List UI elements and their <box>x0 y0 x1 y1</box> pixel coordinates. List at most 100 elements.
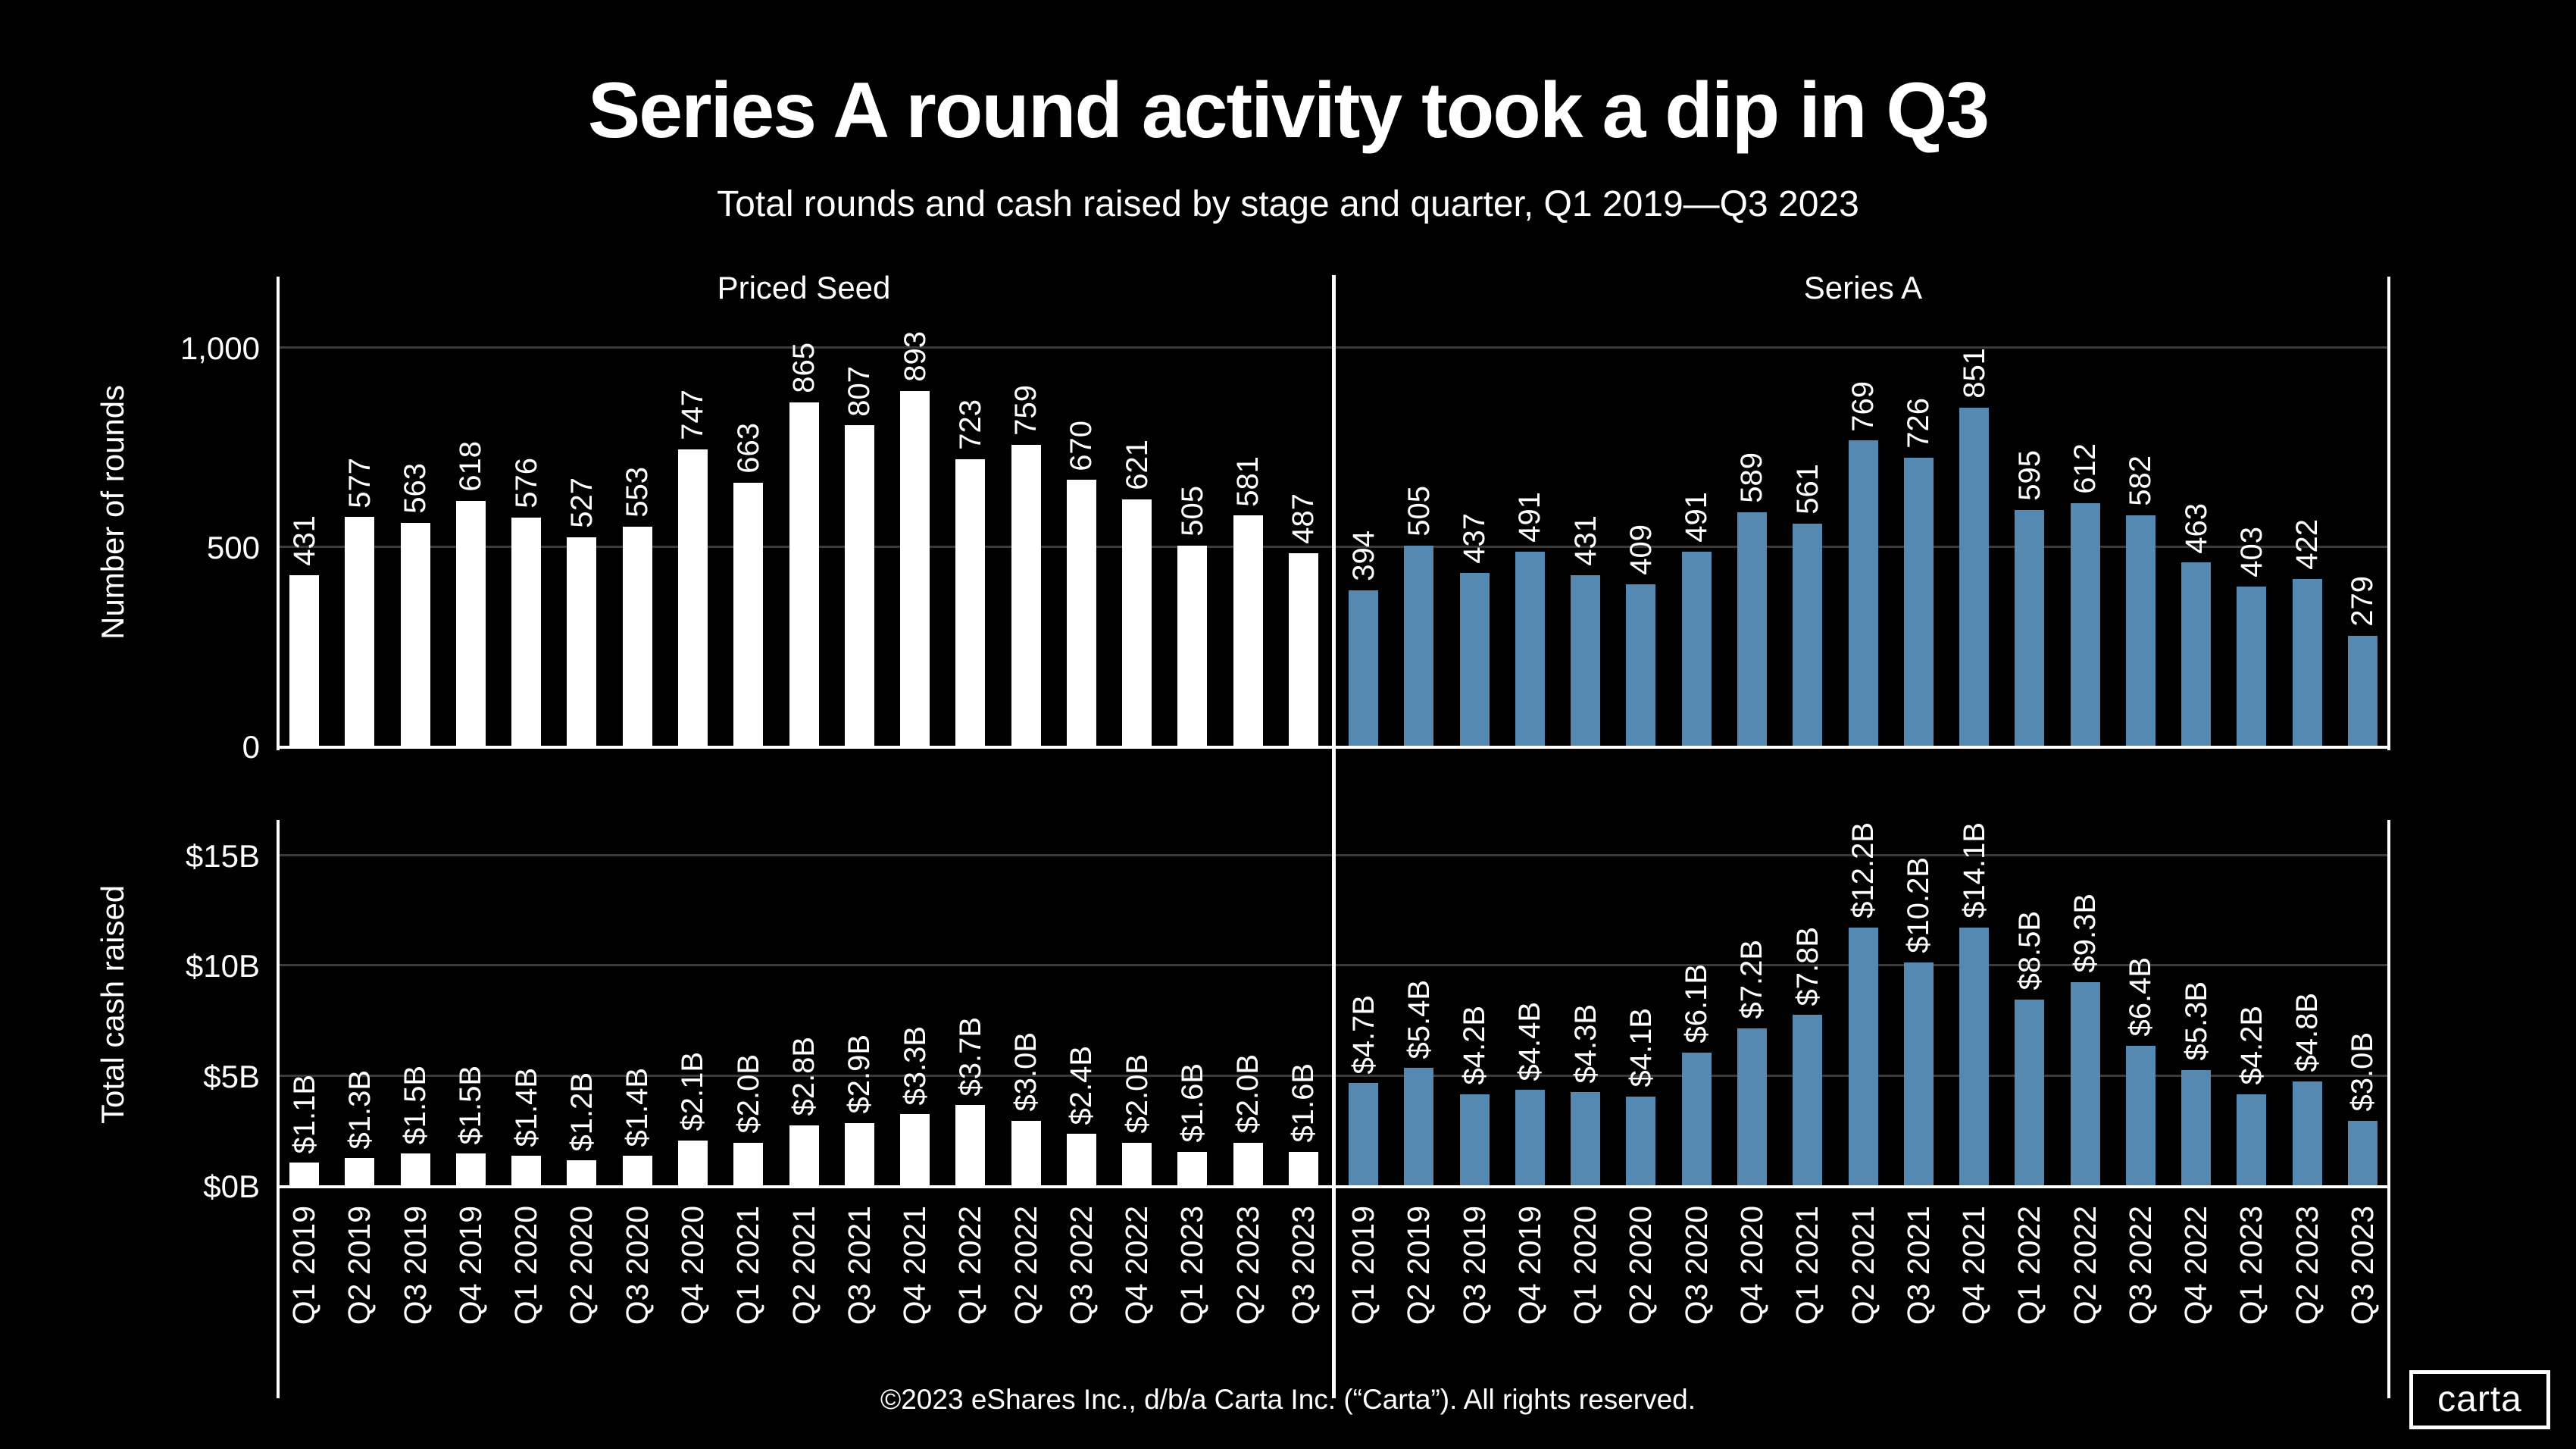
x-tick-slot: Q3 2021 <box>1891 1195 1946 1325</box>
bar-value-label: 618 <box>454 441 488 492</box>
copyright-text: ©2023 eShares Inc., d/b/a Carta Inc. (“C… <box>880 1384 1696 1415</box>
x-tick-label: Q1 2021 <box>730 1206 766 1325</box>
bar-slot: $1.6B <box>1165 822 1220 1187</box>
bar-slot: $5.3B <box>2168 822 2224 1187</box>
bar <box>511 517 542 747</box>
bar <box>345 517 375 747</box>
facet-label-priced-seed: Priced Seed <box>717 270 891 305</box>
bar-slot: 893 <box>887 277 943 747</box>
bar-slot: $4.7B <box>1336 822 1391 1187</box>
bar-slot: 491 <box>1669 277 1724 747</box>
bar-value-label: $9.3B <box>2068 893 2102 973</box>
bar-slot: 279 <box>2335 277 2390 747</box>
bar <box>2070 502 2100 747</box>
bar-value-label: $2.4B <box>1064 1045 1099 1125</box>
x-tick-label: Q2 2021 <box>1845 1206 1880 1325</box>
x-tick-slot: Q4 2020 <box>1724 1195 1780 1325</box>
bar-slot: 865 <box>776 277 831 747</box>
x-tick-label: Q3 2019 <box>1456 1206 1492 1325</box>
bar-value-label: $7.8B <box>1790 926 1824 1006</box>
bar <box>1793 1015 1823 1187</box>
x-tick-slot: Q1 2023 <box>1165 1195 1220 1325</box>
x-tick-slot: Q4 2019 <box>443 1195 499 1325</box>
x-tick-slot: Q2 2019 <box>1391 1195 1446 1325</box>
bar <box>1177 546 1208 747</box>
bar <box>789 1125 819 1187</box>
bar-value-label: 726 <box>1902 398 1936 449</box>
bar <box>622 1156 652 1187</box>
bar-value-label: 505 <box>1402 486 1436 537</box>
bar-slot: $6.4B <box>2113 822 2168 1187</box>
bar <box>1626 584 1656 747</box>
bar-slot: 612 <box>2057 277 2112 747</box>
panel-series-a-rounds: 394 505 437 491 431 409 491 589 561 769 726 851 595 6… <box>1336 277 2390 747</box>
bar <box>1959 408 1990 747</box>
bar <box>789 402 819 747</box>
bar-value-label: $4.7B <box>1346 994 1380 1075</box>
bar-value-label: $5.3B <box>2179 981 2213 1061</box>
bar <box>733 1142 764 1187</box>
y-axis-title-cash: Total cash raised <box>95 884 130 1125</box>
x-tick-label: Q1 2020 <box>508 1206 544 1325</box>
bar <box>677 1140 708 1187</box>
x-tick-slot: Q4 2021 <box>1946 1195 2002 1325</box>
x-tick-slot: Q3 2023 <box>2335 1195 2390 1325</box>
bar-value-label: $14.1B <box>1957 822 1991 919</box>
bar-slot: 595 <box>2002 277 2057 747</box>
bar-slot: 431 <box>1558 277 1613 747</box>
bar-value-label: $1.4B <box>509 1067 543 1147</box>
x-tick-label: Q3 2020 <box>619 1206 655 1325</box>
page-subtitle: Total rounds and cash raised by stage an… <box>717 184 1859 224</box>
bar-slot: $3.0B <box>2335 822 2390 1187</box>
bar-value-label: 747 <box>676 390 710 440</box>
x-tick-label: Q2 2023 <box>2289 1206 2324 1325</box>
y-axis-title-rounds: Number of rounds <box>95 384 130 640</box>
bar <box>455 500 486 747</box>
bar-slot: $2.0B <box>1221 822 1276 1187</box>
bar-value-label: $4.8B <box>2290 992 2324 1072</box>
x-tick-slot: Q1 2021 <box>1780 1195 1835 1325</box>
bar-value-label: 893 <box>898 331 932 383</box>
bar <box>733 483 764 747</box>
bar-value-label: 621 <box>1120 440 1154 491</box>
bar <box>1626 1096 1656 1187</box>
bar-slot: $10.2B <box>1891 822 1946 1187</box>
bar-value-label: $2.9B <box>843 1034 877 1114</box>
bar-slot: $14.1B <box>1946 822 2002 1187</box>
bar <box>1903 962 1934 1187</box>
bar-value-label: 561 <box>1790 464 1824 515</box>
bar <box>2292 1081 2322 1187</box>
bar-value-label: $1.2B <box>564 1072 599 1152</box>
bar <box>289 1163 320 1187</box>
bar-value-label: 422 <box>2290 519 2324 570</box>
x-tick-slot: Q3 2019 <box>388 1195 443 1325</box>
bar-slot: $6.1B <box>1669 822 1724 1187</box>
chart-row-total-cash-raised: $1.1B $1.3B $1.5B $1.5B $1.4B $1.2B $1.4B $2.1B… <box>186 822 2390 1203</box>
x-tick-label: Q2 2019 <box>1401 1206 1436 1325</box>
bar-slot: 663 <box>721 277 776 747</box>
x-labels-series-a: Q1 2019 Q2 2019 Q3 2019 Q4 2019 Q1 2020 Q2 20… <box>1336 1195 2390 1398</box>
x-tick-label: Q4 2020 <box>674 1206 710 1325</box>
bar-slot: $1.6B <box>1276 822 1331 1187</box>
bar-value-label: $3.3B <box>898 1025 932 1106</box>
bar-slot: $4.4B <box>1502 822 1558 1187</box>
bar-slot: $1.1B <box>277 822 332 1187</box>
bar-slot: 561 <box>1780 277 1835 747</box>
y-tick-label: $10B <box>185 948 260 984</box>
x-tick-slot: Q4 2022 <box>2168 1195 2224 1325</box>
x-tick-label: Q1 2020 <box>1568 1206 1603 1325</box>
x-tick-slot: Q1 2022 <box>943 1195 998 1325</box>
bar-slot: $9.3B <box>2057 822 2112 1187</box>
bar-slot: 759 <box>998 277 1053 747</box>
bar-slot: $1.4B <box>499 822 554 1187</box>
bar-slot: $4.1B <box>1613 822 1668 1187</box>
x-tick-label: Q3 2023 <box>2344 1206 2380 1325</box>
facet-label-series-a: Series A <box>1803 270 1923 305</box>
x-tick-label: Q3 2022 <box>2122 1206 2158 1325</box>
bar-value-label: 563 <box>399 462 433 514</box>
bar-slot: $1.2B <box>554 822 609 1187</box>
bar-value-label: $7.2B <box>1735 940 1769 1019</box>
bar-slot: $1.5B <box>388 822 443 1187</box>
bar-slot: 769 <box>1835 277 1890 747</box>
bar-slot: 487 <box>1276 277 1331 747</box>
